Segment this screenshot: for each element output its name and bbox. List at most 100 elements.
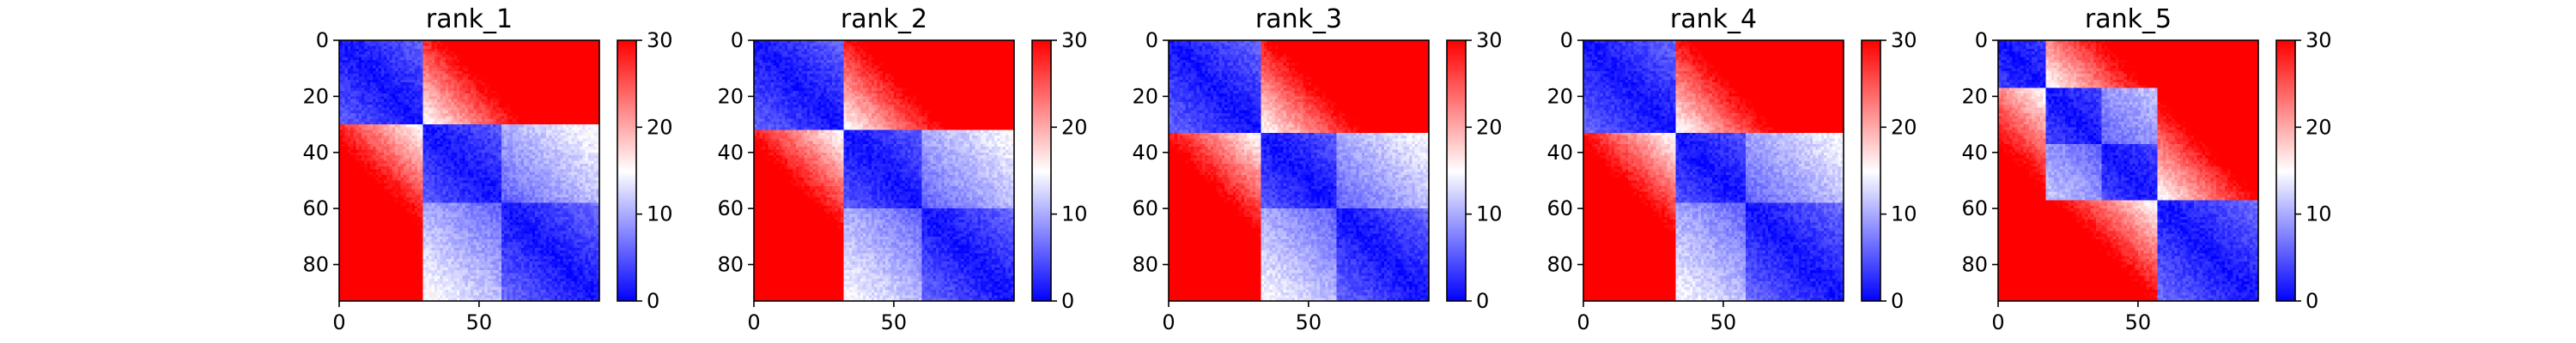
heatmap-cell — [459, 82, 463, 86]
heatmap-cell — [488, 74, 491, 77]
heatmap-cell — [495, 49, 499, 52]
heatmap-cell — [356, 46, 360, 50]
heatmap-cell — [593, 60, 597, 63]
heatmap-cell — [459, 91, 463, 94]
heatmap-cell — [566, 85, 569, 88]
heatmap-cell — [457, 54, 460, 57]
heatmap-cell — [526, 76, 530, 80]
heatmap-cell — [342, 60, 345, 63]
heatmap-cell — [406, 102, 410, 105]
heatmap-cell — [368, 82, 371, 86]
heatmap-cell — [462, 96, 465, 99]
heatmap-cell — [490, 49, 494, 52]
heatmap-cell — [412, 76, 416, 80]
heatmap-cell — [364, 96, 368, 99]
heatmap-cell — [423, 57, 427, 61]
heatmap-cell — [468, 99, 471, 103]
heatmap-cell — [359, 74, 362, 77]
heatmap-cell — [359, 60, 362, 63]
heatmap-cell — [370, 51, 374, 55]
heatmap-cell — [571, 60, 574, 63]
heatmap-cell — [361, 51, 365, 55]
heatmap-cell — [499, 51, 502, 55]
heatmap-cell — [501, 43, 505, 46]
heatmap-cell — [515, 51, 519, 55]
heatmap-cell — [571, 91, 574, 94]
heatmap-cell — [350, 105, 354, 108]
heatmap-cell — [465, 74, 469, 77]
heatmap-cell — [571, 82, 574, 86]
heatmap-cell — [356, 60, 360, 63]
heatmap-cell — [451, 69, 454, 72]
heatmap-cell — [521, 93, 525, 97]
chart-title: rank_1 — [426, 4, 513, 34]
heatmap-cell — [507, 43, 510, 46]
heatmap-cell — [370, 69, 374, 72]
heatmap-cell — [510, 99, 513, 103]
heatmap-cell — [437, 88, 440, 92]
heatmap-cell — [404, 71, 407, 75]
heatmap-cell — [398, 74, 401, 77]
heatmap-cell — [499, 71, 502, 75]
heatmap-cell — [580, 96, 583, 99]
heatmap-cell — [482, 49, 485, 52]
heatmap-cell — [499, 99, 502, 103]
heatmap-cell — [490, 60, 494, 63]
heatmap-cell — [513, 43, 516, 46]
heatmap-cell — [477, 60, 480, 63]
heatmap-cell — [571, 54, 574, 57]
heatmap-cell — [591, 51, 594, 55]
heatmap-cell — [541, 43, 544, 46]
heatmap-cell — [566, 93, 569, 97]
heatmap-cell — [454, 91, 458, 94]
heatmap-cell — [490, 57, 494, 61]
heatmap-cell — [361, 93, 365, 97]
heatmap-cell — [471, 102, 474, 105]
heatmap-cell — [392, 91, 396, 94]
heatmap-cell — [454, 46, 458, 50]
heatmap-cell — [409, 107, 412, 111]
heatmap-cell — [468, 88, 471, 92]
heatmap-cell — [504, 80, 507, 83]
heatmap-cell — [401, 49, 404, 52]
heatmap-cell — [530, 51, 533, 55]
heatmap-cell — [415, 91, 418, 94]
heatmap-cell — [519, 91, 522, 94]
heatmap-cell — [404, 43, 407, 46]
heatmap-cell — [395, 63, 398, 66]
heatmap-cell — [504, 57, 507, 61]
heatmap-cell — [350, 82, 354, 86]
heatmap-cell — [477, 46, 480, 50]
heatmap-cell — [446, 54, 449, 57]
heatmap-cell — [544, 60, 547, 63]
heatmap-cell — [499, 74, 502, 77]
heatmap-cell — [443, 57, 447, 61]
heatmap-cell — [546, 74, 550, 77]
heatmap-cell — [580, 93, 583, 97]
heatmap-cell — [519, 99, 522, 103]
heatmap-cell — [507, 71, 510, 75]
heatmap-cell — [428, 80, 432, 83]
heatmap-cell — [499, 91, 502, 94]
heatmap-cell — [593, 63, 597, 66]
heatmap-cell — [541, 99, 544, 103]
heatmap-cell — [574, 96, 578, 99]
heatmap-cell — [538, 96, 541, 99]
heatmap-cell — [519, 93, 522, 97]
heatmap-cell — [373, 80, 376, 83]
heatmap-cell — [544, 54, 547, 57]
heatmap-cell — [434, 63, 438, 66]
heatmap-cell — [471, 85, 474, 88]
heatmap-cell — [501, 93, 505, 97]
heatmap-cell — [468, 80, 471, 83]
heatmap-cell — [428, 60, 432, 63]
heatmap-cell — [446, 51, 449, 55]
heatmap-cell — [437, 96, 440, 99]
heatmap-cell — [342, 65, 345, 69]
heatmap-cell — [571, 99, 574, 103]
heatmap-cell — [493, 51, 496, 55]
heatmap-cell — [490, 80, 494, 83]
heatmap-cell — [541, 57, 544, 61]
heatmap-cell — [412, 46, 416, 50]
heatmap-cell — [379, 74, 382, 77]
